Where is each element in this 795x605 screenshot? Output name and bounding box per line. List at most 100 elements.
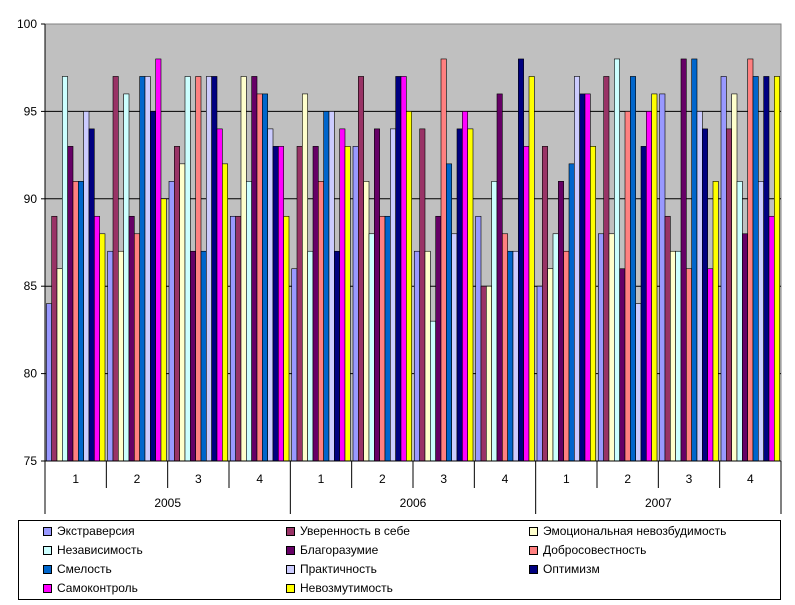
legend-label: Практичность — [300, 562, 377, 576]
bar — [731, 93, 738, 462]
bar — [134, 233, 140, 462]
bar — [440, 58, 447, 462]
bar — [686, 268, 692, 462]
bar — [128, 215, 135, 462]
bar — [574, 76, 580, 462]
bar — [296, 146, 303, 462]
y-tick-label: 90 — [24, 192, 38, 206]
bar — [670, 250, 676, 462]
bar — [414, 250, 420, 462]
bar — [83, 111, 90, 462]
bar — [691, 58, 698, 462]
x-tick-label: 4 — [256, 472, 263, 486]
bar — [696, 111, 703, 462]
bar — [475, 215, 482, 462]
bar — [707, 268, 714, 462]
x-tick-label: 4 — [747, 472, 754, 486]
bar — [568, 163, 575, 462]
bar — [344, 146, 351, 462]
x-tick-label: 3 — [195, 472, 202, 486]
bar — [619, 268, 626, 462]
bar — [195, 76, 202, 462]
x-tick-label: 4 — [502, 472, 509, 486]
bar — [496, 93, 503, 462]
bar — [283, 215, 290, 462]
bar — [608, 233, 615, 462]
legend-item: Практичность — [286, 561, 377, 577]
x-tick-label: 2 — [379, 472, 386, 486]
bar — [235, 215, 242, 462]
legend: Экстраверсия Уверенность в себе Эмоциональ… — [18, 520, 781, 600]
bar — [206, 76, 212, 462]
bar — [774, 76, 780, 462]
legend-swatch — [286, 526, 295, 536]
bar — [334, 250, 340, 462]
legend-item: Добросовестность — [529, 542, 646, 558]
x-tick-label: 2 — [134, 472, 141, 486]
bar — [211, 76, 218, 462]
bar — [747, 58, 754, 462]
x-tick-label: 3 — [686, 472, 693, 486]
bar — [240, 76, 247, 462]
bar — [547, 268, 554, 462]
bar — [768, 215, 775, 462]
bar — [246, 181, 252, 462]
bar — [518, 58, 524, 462]
bar — [435, 215, 442, 462]
bar — [552, 233, 559, 462]
bar — [278, 146, 284, 462]
bar — [72, 181, 79, 462]
plot-area — [44, 23, 782, 462]
legend-item: Независимость — [43, 542, 143, 558]
bar — [168, 181, 175, 462]
bar — [763, 76, 770, 462]
legend-item: Оптимизм — [529, 561, 600, 577]
bar — [251, 76, 258, 462]
bar — [363, 181, 370, 462]
legend-item: Уверенность в себе — [286, 523, 410, 539]
x-tick-label: 3 — [440, 472, 447, 486]
x-tick-label: 1 — [72, 472, 79, 486]
bar — [88, 128, 95, 462]
y-tick-label: 100 — [17, 17, 37, 31]
x-group-label: 2007 — [645, 496, 672, 510]
bar — [558, 181, 564, 462]
bar — [680, 58, 687, 462]
legend-item: Экстраверсия — [43, 523, 135, 539]
bar — [614, 58, 620, 462]
bar — [702, 128, 708, 462]
bar — [736, 181, 743, 462]
bar — [664, 215, 671, 462]
bar — [752, 76, 759, 462]
legend-item: Эмоциональная невозбудимость — [529, 523, 726, 539]
x-axis: 1 2 3 4 1 2 3 4 1 2 3 4 2005 2006 2007 — [44, 460, 782, 514]
bar — [179, 163, 186, 462]
bar — [630, 76, 636, 462]
legend-swatch — [286, 564, 295, 574]
bar — [542, 146, 548, 462]
legend-swatch — [529, 526, 538, 536]
bar — [451, 233, 458, 462]
legend-swatch — [529, 545, 538, 555]
bar — [419, 128, 426, 462]
bar — [94, 215, 100, 462]
bar — [400, 76, 407, 462]
bar — [374, 128, 380, 462]
bar — [512, 250, 519, 462]
bar — [384, 215, 391, 462]
legend-label: Смелость — [57, 562, 112, 576]
bar — [590, 146, 596, 462]
bar — [640, 146, 647, 462]
bar — [502, 233, 508, 462]
bar — [222, 163, 228, 462]
bar — [659, 93, 666, 462]
bar — [339, 128, 346, 462]
bar — [579, 93, 586, 462]
legend-swatch — [529, 564, 538, 574]
bar — [352, 146, 359, 462]
bar — [190, 250, 196, 462]
bar — [523, 146, 530, 462]
legend-label: Самоконтроль — [57, 581, 138, 595]
bar — [726, 128, 732, 462]
legend-item: Смелость — [43, 561, 112, 577]
